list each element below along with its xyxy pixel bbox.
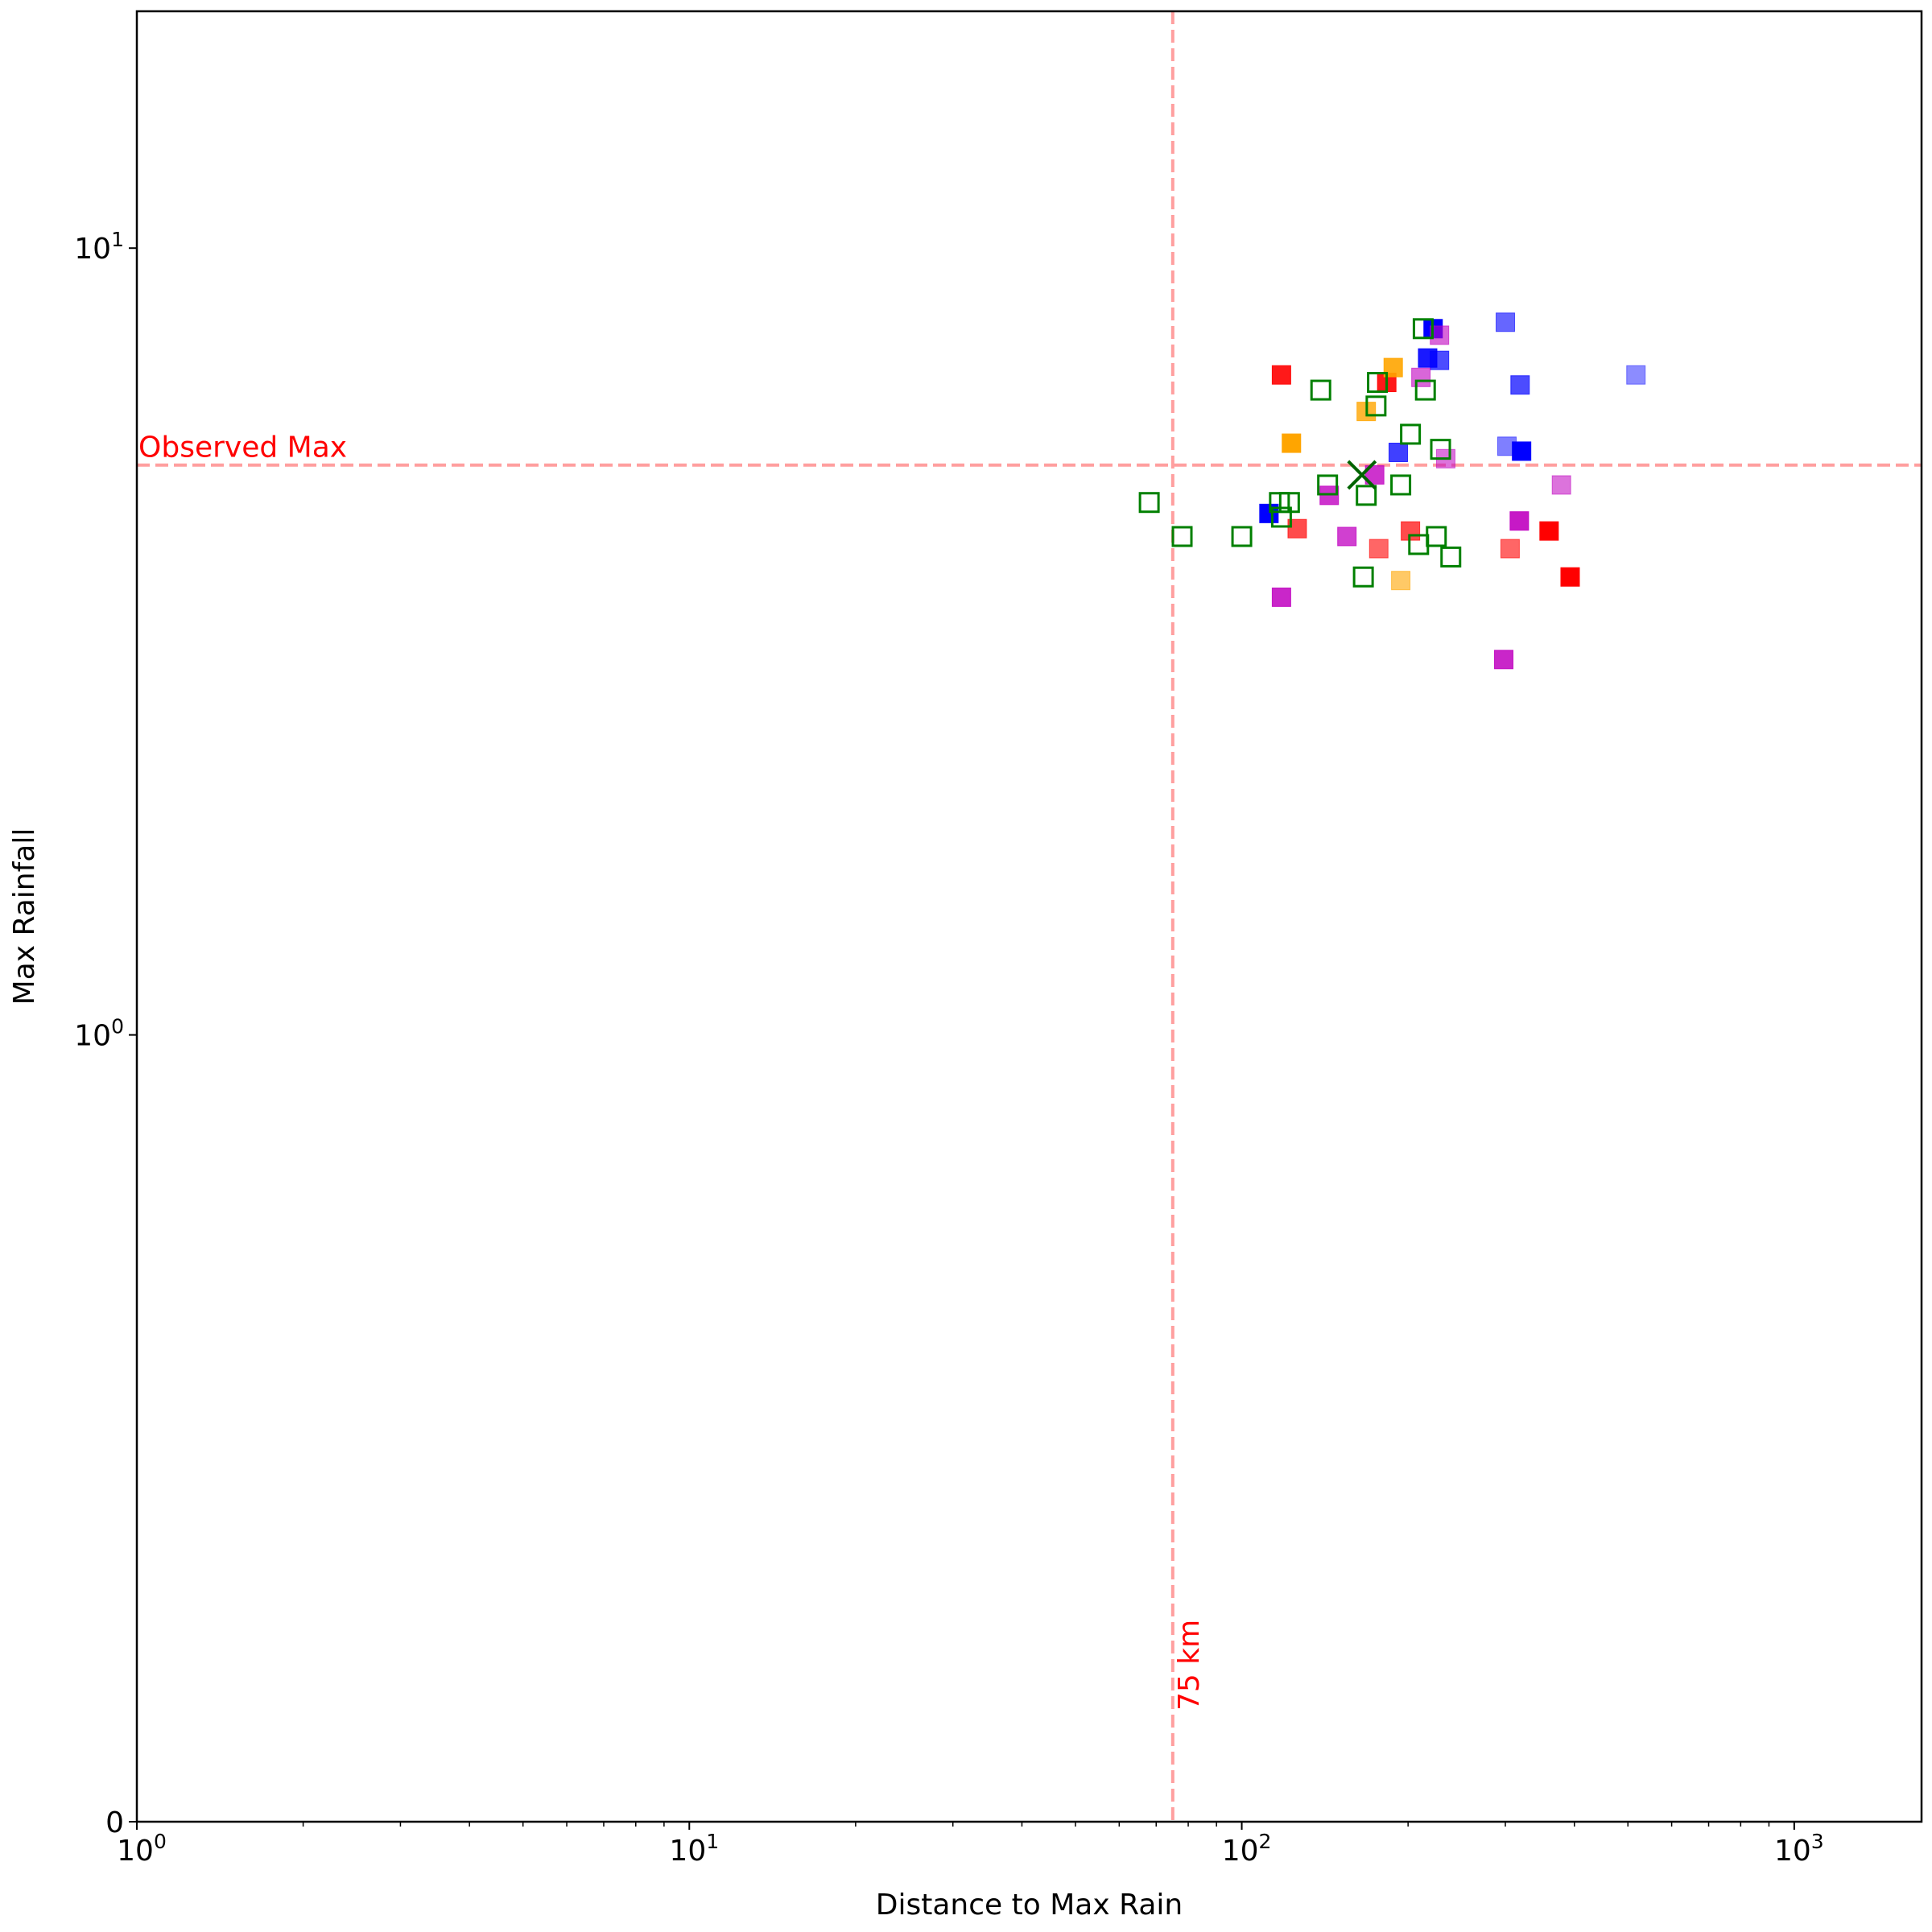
data-point-marker xyxy=(1337,526,1357,547)
data-point-marker xyxy=(1278,492,1300,514)
y-tick-label: 100 xyxy=(74,1015,124,1053)
distance-threshold-label: 75 km xyxy=(1173,1620,1206,1711)
x-tick-label: 101 xyxy=(669,1830,719,1868)
data-point-marker xyxy=(1430,439,1451,460)
x-axis-label: Distance to Max Rain xyxy=(876,1889,1183,1922)
data-point-marker xyxy=(1368,539,1389,559)
data-point-marker xyxy=(1551,475,1571,495)
data-point-marker xyxy=(1391,571,1411,591)
data-point-marker xyxy=(1383,357,1403,378)
data-point-marker xyxy=(1171,526,1193,547)
data-point-marker xyxy=(1282,433,1302,453)
y-tick-label: 0 xyxy=(105,1806,124,1839)
data-point-marker xyxy=(1365,395,1387,417)
data-point-marker xyxy=(1430,325,1450,345)
data-point-marker xyxy=(1400,423,1422,445)
x-tick-label: 102 xyxy=(1222,1830,1272,1868)
data-point-marker xyxy=(1310,379,1331,401)
data-point-marker xyxy=(1412,318,1434,340)
x-tick-label: 100 xyxy=(117,1830,167,1868)
data-point-marker xyxy=(1390,474,1412,496)
data-point-marker xyxy=(1271,365,1291,385)
data-point-marker xyxy=(1352,566,1374,588)
observed-max-label: Observed Max xyxy=(138,431,347,464)
observed-point-x-marker xyxy=(1347,460,1377,490)
plot-area-frame xyxy=(135,10,1923,1823)
x-tick-label: 103 xyxy=(1774,1830,1824,1868)
data-point-marker xyxy=(1509,511,1530,531)
data-point-marker xyxy=(1408,534,1430,555)
data-point-marker xyxy=(1271,587,1291,607)
y-tick-label: 101 xyxy=(74,228,124,266)
data-point-marker xyxy=(1626,365,1646,385)
data-point-marker xyxy=(1356,485,1377,506)
data-point-marker xyxy=(1500,539,1520,559)
data-point-marker xyxy=(1496,312,1516,332)
data-point-marker xyxy=(1414,379,1436,401)
data-point-marker xyxy=(1364,464,1385,485)
data-point-marker xyxy=(1560,567,1580,587)
data-point-marker xyxy=(1317,474,1339,496)
data-point-marker xyxy=(1287,518,1307,539)
data-point-marker xyxy=(1138,492,1160,514)
data-point-marker xyxy=(1270,506,1292,528)
data-point-marker xyxy=(1388,442,1408,462)
observed-point-stroke xyxy=(1347,460,1377,490)
data-point-marker xyxy=(1367,372,1389,394)
data-point-marker xyxy=(1430,350,1450,370)
reference-lines: Observed Max 75 km xyxy=(137,11,1922,1822)
data-point-marker xyxy=(1411,367,1431,387)
data-point-marker xyxy=(1426,526,1447,547)
data-point-marker xyxy=(1494,650,1514,670)
data-point-marker xyxy=(1440,546,1462,568)
data-markers xyxy=(1138,312,1646,670)
data-point-marker xyxy=(1231,526,1253,547)
data-point-marker xyxy=(1512,441,1532,461)
y-axis-label: Max Rainfall xyxy=(8,828,41,1005)
data-point-marker xyxy=(1539,521,1559,541)
data-point-marker xyxy=(1510,375,1530,395)
